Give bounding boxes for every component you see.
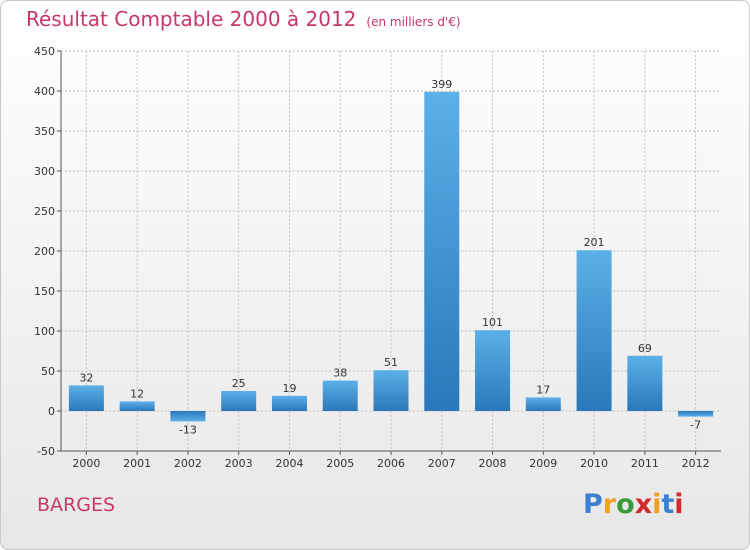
bar-2003 [221, 391, 257, 411]
value-label-2008: 101 [482, 316, 503, 329]
value-label-2009: 17 [536, 383, 550, 396]
logo-letter: x [634, 489, 653, 520]
labels-layer: 32 12 -13 25 19 38 51 399 101 17 201 69 -7 [79, 78, 701, 437]
location-label: BARGES [37, 494, 116, 516]
bar-2002 [170, 411, 206, 422]
logo-letter: o [616, 489, 635, 520]
chart-title-text: Résultat Comptable 2000 à 2012 [26, 7, 357, 31]
bar-2000 [68, 385, 104, 411]
x-tick-label-2010: 2010 [580, 457, 608, 470]
value-label-2003: 25 [232, 377, 246, 390]
x-tick-label-2003: 2003 [225, 457, 253, 470]
x-tick-label-2002: 2002 [174, 457, 202, 470]
bar-2005 [322, 380, 358, 411]
logo-letter: r [602, 489, 617, 520]
y-tick-label: 100 [34, 325, 55, 338]
y-tick-label: 50 [41, 365, 55, 378]
x-tick-label-2007: 2007 [428, 457, 456, 470]
bar-2009 [525, 397, 561, 411]
x-tick-label-2005: 2005 [326, 457, 354, 470]
value-label-2002: -13 [179, 423, 197, 436]
bar-2007 [424, 91, 460, 412]
value-label-2004: 19 [282, 382, 296, 395]
value-label-2006: 51 [384, 356, 398, 369]
x-tick-label-2004: 2004 [275, 457, 303, 470]
x-tick-label-2008: 2008 [479, 457, 507, 470]
y-tick-label: 200 [34, 245, 55, 258]
bar-2008 [475, 330, 511, 411]
bar-2006 [373, 370, 409, 411]
value-label-2007: 399 [431, 78, 452, 91]
axis-layer: -50 0 50 100 150 200 250 300 350 400 450 2000 2001 20… [34, 45, 721, 470]
x-tick-label-2001: 2001 [123, 457, 151, 470]
bar-2004 [271, 395, 307, 411]
y-tick-label: 250 [34, 205, 55, 218]
bar-2011 [627, 355, 663, 411]
x-tick-label-2011: 2011 [631, 457, 659, 470]
value-label-2005: 38 [333, 367, 347, 380]
logo-letter: t [661, 489, 675, 520]
bar-2010 [576, 250, 612, 411]
chart-title: Résultat Comptable 2000 à 2012 (en millie… [26, 7, 461, 31]
y-tick-label: 450 [34, 45, 55, 58]
x-tick-label-2000: 2000 [72, 457, 100, 470]
proxiti-logo: Proxiti [583, 489, 684, 520]
x-tick-label-2009: 2009 [529, 457, 557, 470]
bars-layer [68, 91, 714, 422]
y-tick-label: 400 [34, 85, 55, 98]
value-label-2000: 32 [79, 371, 93, 384]
value-label-2011: 69 [638, 342, 652, 355]
logo-letter: i [674, 489, 684, 520]
chart-subtitle: (en milliers d'€) [366, 15, 461, 29]
y-tick-label: 150 [34, 285, 55, 298]
value-label-2012: -7 [690, 419, 701, 432]
y-tick-label: 0 [48, 405, 55, 418]
logo-letter: i [652, 489, 662, 520]
y-tick-label: -50 [37, 445, 55, 458]
bar-2012 [678, 411, 714, 417]
x-tick-label-2012: 2012 [682, 457, 710, 470]
bar-2001 [119, 401, 155, 411]
y-tick-label: 350 [34, 125, 55, 138]
value-label-2010: 201 [584, 236, 605, 249]
x-tick-label-2006: 2006 [377, 457, 405, 470]
value-label-2001: 12 [130, 387, 144, 400]
logo-letter: P [583, 489, 603, 520]
y-tick-label: 300 [34, 165, 55, 178]
